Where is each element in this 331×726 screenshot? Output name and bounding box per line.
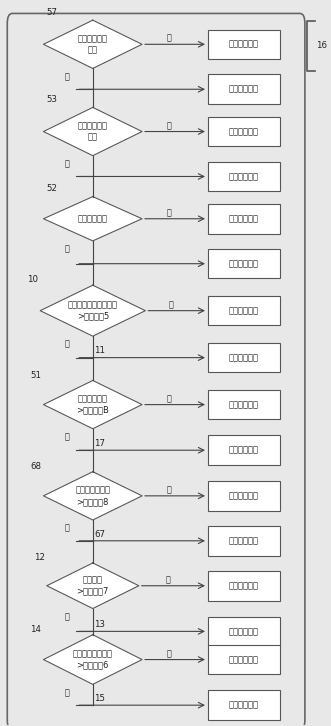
Text: 否: 否 [65, 245, 70, 253]
Text: 继续能量发射: 继续能量发射 [229, 701, 259, 710]
Text: 继续能量发射: 继续能量发射 [229, 85, 259, 94]
Text: 继续能量发射: 继续能量发射 [229, 627, 259, 636]
Bar [208, 117, 280, 146]
Text: 欠充温度反馈
保护: 欠充温度反馈 保护 [78, 121, 108, 142]
Text: 16: 16 [316, 41, 327, 51]
Text: 11: 11 [94, 346, 105, 356]
Bar [208, 436, 280, 465]
Bar [208, 390, 280, 420]
Bar [208, 75, 280, 104]
Bar [208, 249, 280, 279]
Text: 68: 68 [30, 462, 41, 471]
Text: 52: 52 [47, 184, 58, 193]
Text: 53: 53 [47, 95, 58, 104]
Text: 减小能量发射: 减小能量发射 [229, 492, 259, 500]
Bar [208, 204, 280, 234]
Text: 是: 是 [165, 575, 170, 584]
Text: 继续能量发射: 继续能量发射 [229, 259, 259, 268]
Text: 停止能量发射: 停止能量发射 [229, 306, 259, 315]
Text: 14: 14 [30, 625, 41, 634]
Text: 否: 否 [65, 612, 70, 621]
Text: 继续能量发射: 继续能量发射 [229, 172, 259, 181]
Polygon shape [43, 472, 142, 520]
Polygon shape [40, 285, 145, 336]
Text: 否: 否 [65, 688, 70, 697]
Polygon shape [47, 563, 139, 608]
Text: 否: 否 [65, 159, 70, 168]
Polygon shape [43, 635, 142, 685]
Text: 是: 是 [167, 394, 171, 403]
Bar [208, 616, 280, 646]
Polygon shape [43, 380, 142, 429]
Text: 是: 是 [168, 300, 173, 309]
Text: 13: 13 [94, 620, 105, 629]
Polygon shape [43, 107, 142, 155]
Text: 67: 67 [94, 529, 105, 539]
Text: 是: 是 [167, 121, 171, 130]
Text: 是: 是 [167, 208, 171, 217]
Text: 停止能量发射: 停止能量发射 [229, 214, 259, 224]
Bar [208, 343, 280, 372]
Bar [208, 30, 280, 59]
Polygon shape [43, 197, 142, 241]
Text: 瞬感应强度反馈
>比较限制8: 瞬感应强度反馈 >比较限制8 [75, 486, 110, 506]
Text: 继续能量发射: 继续能量发射 [229, 353, 259, 362]
Bar [208, 690, 280, 720]
Text: 停止能量发射: 停止能量发射 [229, 40, 259, 49]
Polygon shape [43, 20, 142, 68]
Bar [208, 526, 280, 555]
Text: 减小能量发射: 减小能量发射 [229, 582, 259, 590]
Text: 17: 17 [94, 439, 105, 448]
Text: 10: 10 [27, 275, 38, 285]
FancyBboxPatch shape [7, 14, 305, 726]
Text: 否: 否 [65, 340, 70, 348]
Text: 电池温度反馈
保护: 电池温度反馈 保护 [78, 34, 108, 54]
Text: 否: 否 [65, 523, 70, 533]
Text: 继续能量发射: 继续能量发射 [229, 537, 259, 545]
Text: 充电效率
>比较限制7: 充电效率 >比较限制7 [76, 576, 109, 596]
Text: 是: 是 [167, 485, 171, 494]
Text: 体外发射功率采样
>比较限制6: 体外发射功率采样 >比较限制6 [73, 650, 113, 669]
Text: 减小能量发射: 减小能量发射 [229, 400, 259, 409]
Text: 减小能量发射: 减小能量发射 [229, 655, 259, 664]
Text: 否: 否 [65, 432, 70, 441]
Text: 是: 是 [167, 34, 171, 43]
Text: 51: 51 [30, 370, 41, 380]
Text: 15: 15 [94, 694, 105, 703]
Text: 否: 否 [65, 72, 70, 81]
Bar [208, 645, 280, 674]
Text: 继续能量发射: 继续能量发射 [229, 446, 259, 454]
Bar [208, 162, 280, 191]
Text: 体外充电线圈温度采样
>比较保护5: 体外充电线圈温度采样 >比较保护5 [68, 301, 118, 321]
Text: 12: 12 [33, 553, 45, 562]
Bar [208, 481, 280, 510]
Text: 57: 57 [47, 7, 58, 17]
Bar [208, 571, 280, 600]
Text: 体内模板功率
>比较限制B: 体内模板功率 >比较限制B [76, 394, 109, 415]
Text: 电池保护反馈: 电池保护反馈 [78, 214, 108, 224]
Bar [208, 296, 280, 325]
Text: 停止能量发射: 停止能量发射 [229, 127, 259, 136]
Text: 是: 是 [167, 649, 171, 658]
